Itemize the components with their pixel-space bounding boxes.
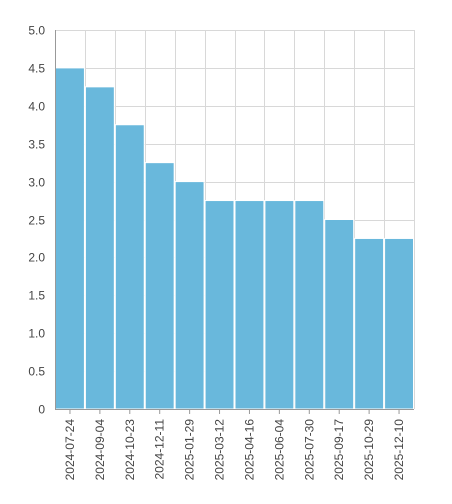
y-tick-label: 1.5 <box>28 289 45 303</box>
x-tick-label: 2025-10-29 <box>362 419 376 481</box>
bar-2025-01-29 <box>174 181 205 410</box>
y-tick-label: 1.0 <box>28 327 45 341</box>
bar-2025-12-10 <box>384 237 415 410</box>
bar-2024-07-24 <box>55 67 85 410</box>
x-tick-label: 2025-12-10 <box>392 419 406 481</box>
y-tick-label: 5.0 <box>28 24 45 38</box>
bar-2025-03-12 <box>204 200 235 410</box>
x-tick-label: 2024-12-11 <box>153 419 167 480</box>
bar-2025-06-04 <box>264 200 295 410</box>
y-tick-label: 4.0 <box>28 100 45 114</box>
y-tick-label: 0 <box>38 403 45 417</box>
x-tick-label: 2025-09-17 <box>332 419 346 481</box>
y-tick-label: 3.0 <box>28 176 45 190</box>
bar-2024-12-11 <box>144 162 175 410</box>
y-tick-label: 4.5 <box>28 62 45 76</box>
y-tick-label: 2.0 <box>28 251 45 265</box>
bar-2025-04-16 <box>234 200 265 410</box>
y-tick-label: 2.5 <box>28 214 45 228</box>
bars <box>55 67 415 410</box>
x-tick-label: 2025-04-16 <box>242 419 256 481</box>
x-tick-label: 2025-01-29 <box>183 419 197 481</box>
x-tick-label: 2024-10-23 <box>123 419 137 481</box>
bar-2025-10-29 <box>354 237 385 410</box>
axes <box>55 30 414 414</box>
x-tick-label: 2024-09-04 <box>93 419 107 481</box>
x-tick-label: 2025-07-30 <box>302 419 316 481</box>
x-tick-labels: 2024-07-24 2024-09-04 2024-10-23 2024-12-11… <box>63 419 406 481</box>
x-tick-label: 2025-06-04 <box>272 419 286 481</box>
bar-2025-07-30 <box>294 200 325 410</box>
y-tick-label: 0.5 <box>28 365 45 379</box>
bar-2025-09-17 <box>324 219 355 410</box>
y-tick-label: 3.5 <box>28 138 45 152</box>
x-tick-label: 2024-07-24 <box>63 419 77 481</box>
bar-2024-09-04 <box>84 86 115 410</box>
y-tick-labels: 0 0.5 1.0 1.5 2.0 2.5 3.0 3.5 4.0 4.5 5.0 <box>28 24 45 417</box>
x-tick-label: 2025-03-12 <box>213 419 227 481</box>
bar-2024-10-23 <box>114 124 145 410</box>
